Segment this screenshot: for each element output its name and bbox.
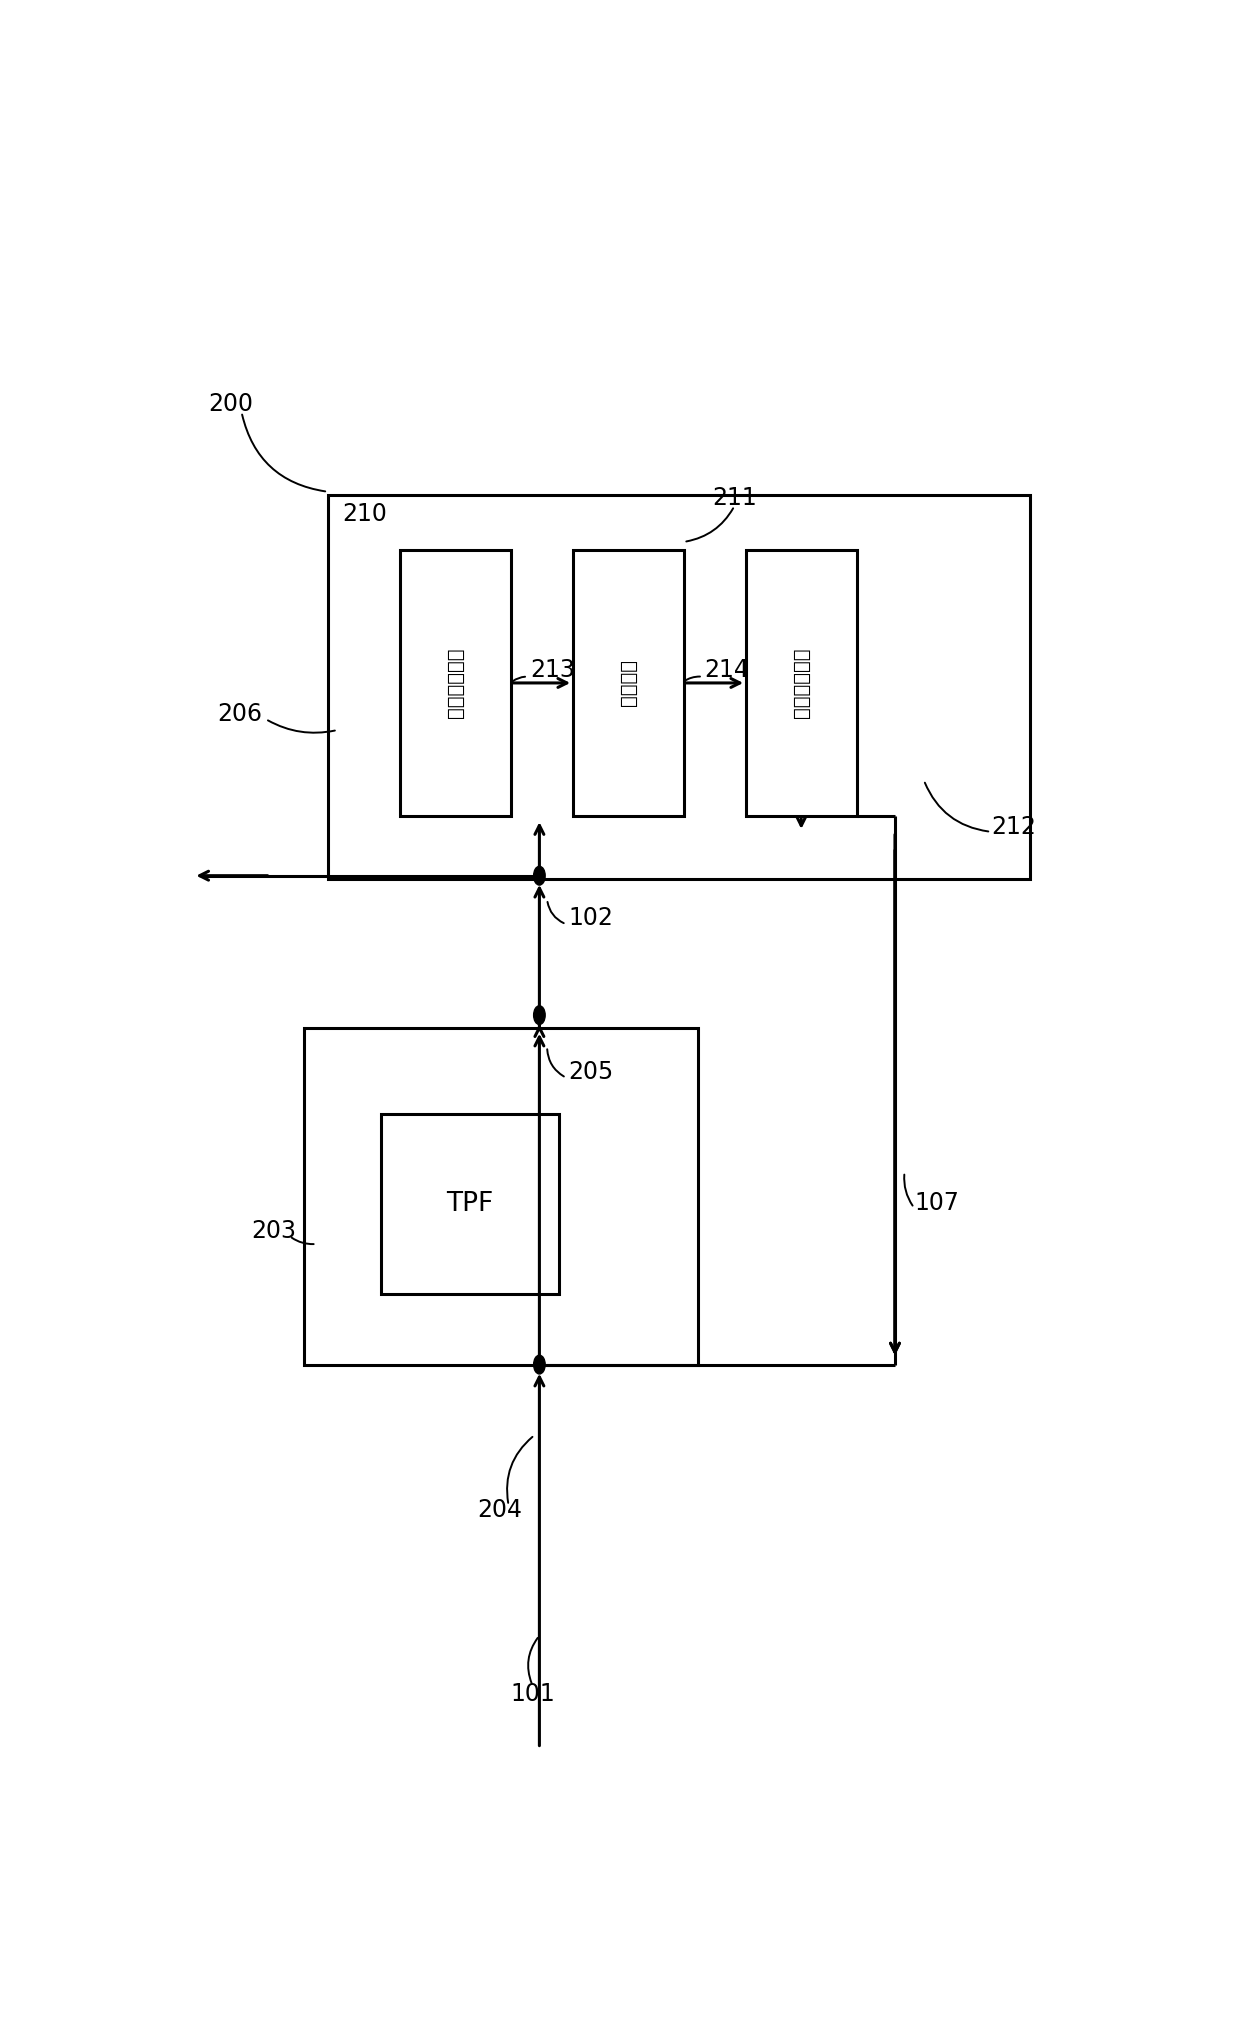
Text: 211: 211	[712, 486, 758, 511]
Bar	[746, 549, 857, 816]
Text: 101: 101	[511, 1681, 556, 1705]
Circle shape	[533, 1355, 546, 1374]
Bar	[381, 1113, 558, 1294]
Text: TPF: TPF	[446, 1190, 494, 1217]
Text: 第二传输路径: 第二传输路径	[792, 647, 811, 718]
Bar	[304, 1028, 698, 1365]
Bar	[401, 549, 511, 816]
Text: 205: 205	[568, 1060, 614, 1083]
Text: 200: 200	[208, 393, 253, 415]
Circle shape	[533, 1005, 546, 1024]
Text: 第一传输路径: 第一传输路径	[446, 647, 465, 718]
Text: 102: 102	[568, 906, 613, 930]
Text: 107: 107	[914, 1190, 959, 1215]
Bar	[573, 549, 683, 816]
Text: 214: 214	[704, 659, 749, 682]
Text: 有源部件: 有源部件	[619, 659, 637, 706]
Text: 210: 210	[342, 503, 387, 525]
Text: 203: 203	[250, 1219, 296, 1243]
Text: 206: 206	[217, 702, 263, 726]
Text: 213: 213	[529, 659, 574, 682]
Text: 212: 212	[991, 816, 1035, 838]
Text: 204: 204	[477, 1498, 522, 1522]
Bar	[327, 495, 1029, 879]
Circle shape	[533, 867, 546, 885]
